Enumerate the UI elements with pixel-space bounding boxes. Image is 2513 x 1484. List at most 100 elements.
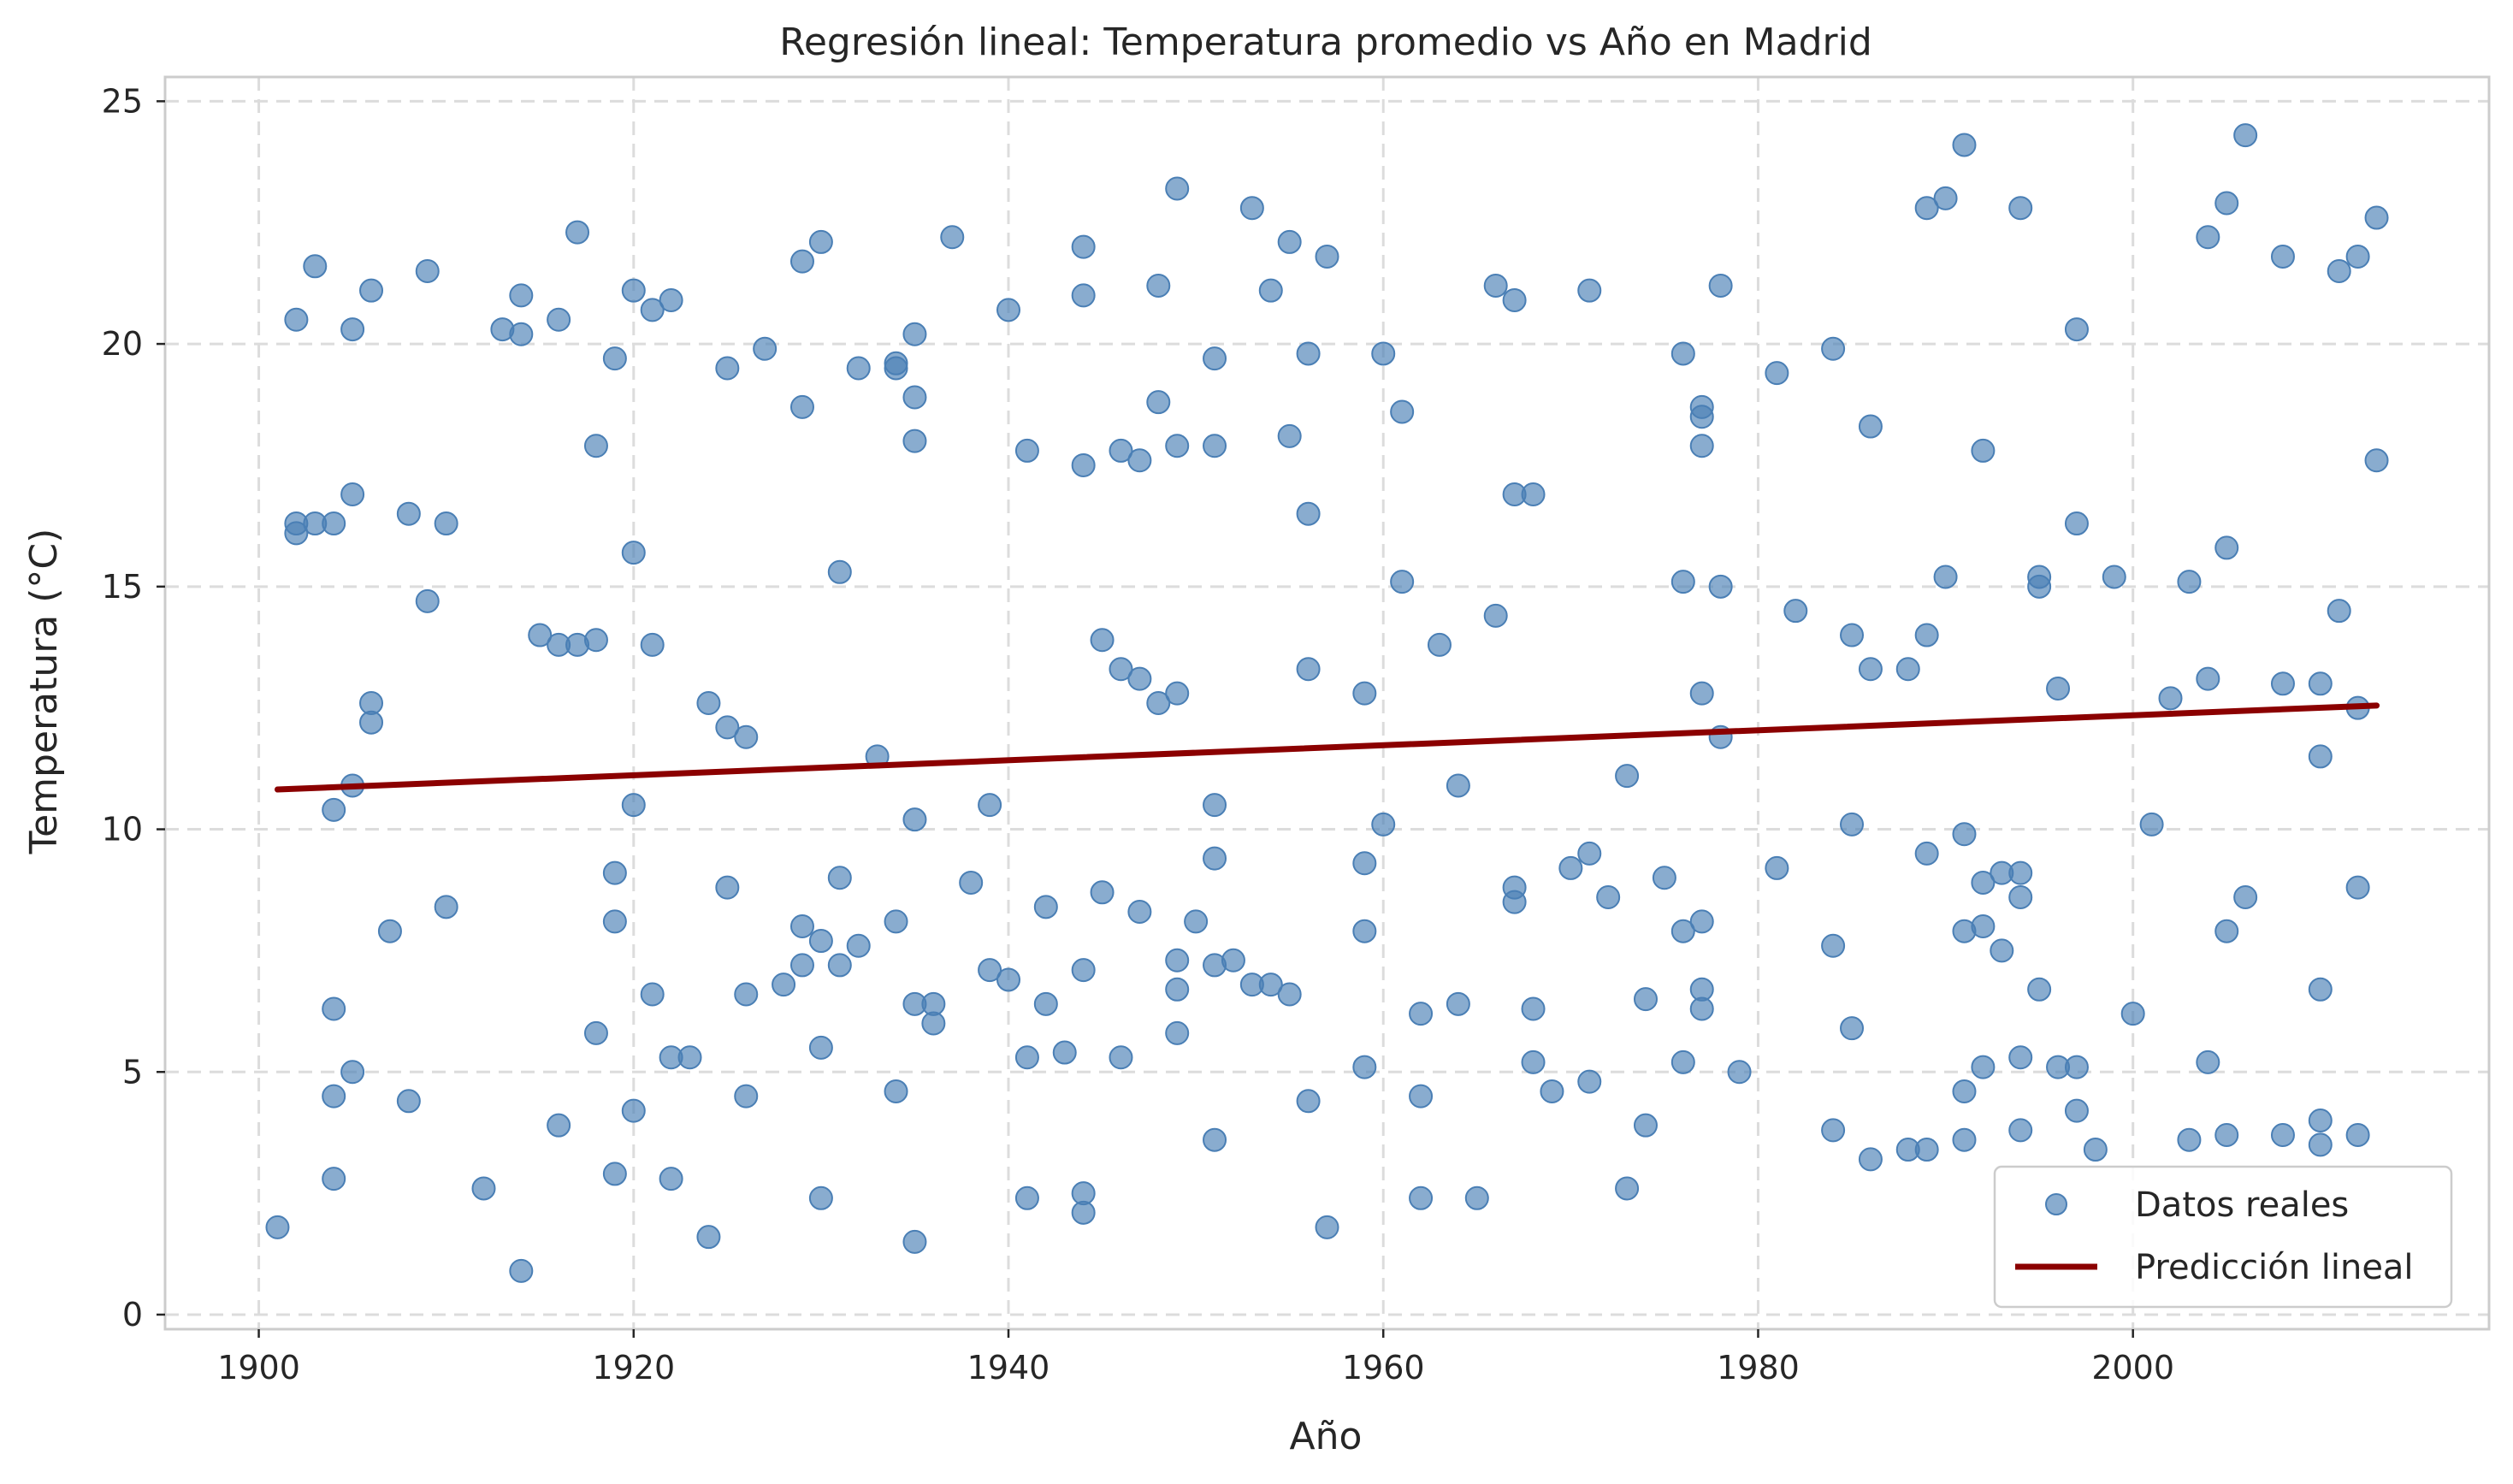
data-point — [1033, 895, 1058, 919]
regression-line-layer — [274, 702, 2380, 793]
data-point — [1914, 623, 1939, 647]
data-point — [1914, 196, 1939, 221]
data-point — [1014, 1185, 1039, 1210]
data-point — [1315, 244, 1339, 269]
data-point — [734, 1084, 759, 1109]
data-point — [396, 1089, 421, 1114]
data-point — [1952, 1079, 1977, 1103]
data-point — [2345, 1123, 2370, 1148]
data-point — [2308, 1132, 2333, 1157]
legend-scatter-marker — [2045, 1193, 2067, 1215]
data-point — [1615, 764, 1640, 789]
data-point — [2214, 535, 2239, 560]
data-point — [1109, 1045, 1133, 1070]
data-point — [322, 1167, 346, 1191]
data-point — [583, 1020, 608, 1045]
data-point — [902, 1229, 927, 1254]
data-point — [1821, 933, 1846, 958]
legend-label-line: Predicción lineal — [2135, 1248, 2414, 1287]
data-point — [1071, 452, 1096, 477]
data-point — [415, 258, 440, 283]
data-point — [2120, 1002, 2145, 1026]
data-point — [696, 1225, 721, 1250]
data-point — [621, 278, 646, 303]
data-point — [621, 793, 646, 818]
data-point — [1296, 1089, 1321, 1114]
data-point — [1840, 623, 1865, 647]
data-point — [2327, 599, 2351, 624]
data-point — [715, 715, 740, 740]
data-point — [1052, 1040, 1077, 1065]
data-point — [1296, 501, 1321, 526]
data-point — [1765, 361, 1789, 386]
y-axis-ticks: 0 5 10 15 20 25 — [102, 82, 165, 1333]
data-point — [2270, 1123, 2295, 1148]
data-point — [1558, 855, 1583, 880]
data-point — [677, 1045, 702, 1070]
data-point — [1203, 434, 1227, 458]
data-point — [322, 511, 346, 536]
data-point — [1952, 1127, 1977, 1152]
data-point — [1014, 438, 1039, 463]
data-point — [1371, 812, 1396, 837]
data-point — [1577, 278, 1602, 303]
data-point — [284, 521, 309, 546]
data-point — [359, 710, 384, 735]
data-point — [1689, 405, 1714, 429]
data-point — [565, 220, 590, 245]
data-point — [902, 322, 927, 346]
data-point — [1277, 982, 1302, 1007]
data-point — [640, 632, 665, 657]
data-point — [1409, 1084, 1434, 1109]
data-point — [1971, 870, 1996, 895]
data-point — [415, 588, 440, 613]
legend-box — [1993, 1165, 2453, 1309]
data-point — [734, 724, 759, 749]
data-point — [1258, 278, 1283, 303]
data-point — [1109, 657, 1133, 682]
data-point — [921, 1011, 946, 1036]
data-point — [2177, 570, 2202, 594]
data-point — [659, 288, 683, 313]
data-point — [322, 1084, 346, 1109]
y-tick-label: 20 — [102, 325, 143, 363]
data-point — [1127, 666, 1152, 691]
data-point — [2139, 812, 2164, 837]
data-point — [789, 914, 814, 939]
data-point — [2008, 1118, 2033, 1143]
data-point — [1765, 855, 1789, 880]
data-point — [1127, 900, 1152, 924]
data-point — [734, 982, 759, 1007]
data-point — [1277, 229, 1302, 254]
data-point — [2008, 196, 2033, 221]
data-point — [2308, 744, 2333, 769]
data-point — [1221, 948, 1245, 973]
data-point — [547, 1113, 571, 1138]
data-point — [1090, 628, 1115, 653]
data-point — [1446, 773, 1470, 798]
grid-lines — [165, 77, 2489, 1329]
data-point — [1146, 390, 1171, 415]
data-point — [808, 229, 833, 254]
y-tick-label: 0 — [122, 1296, 143, 1333]
data-point — [1670, 570, 1695, 594]
data-point — [2308, 977, 2333, 1002]
data-point — [1521, 996, 1546, 1021]
data-point — [827, 866, 852, 890]
data-point — [1071, 234, 1096, 259]
data-point — [583, 628, 608, 653]
data-point — [1165, 681, 1190, 706]
data-point — [1446, 991, 1470, 1016]
x-tick-label: 1920 — [592, 1349, 675, 1386]
data-point — [2364, 205, 2389, 230]
data-point — [1203, 793, 1227, 818]
data-point — [846, 933, 871, 958]
data-point — [884, 356, 908, 381]
data-point — [2177, 1127, 2202, 1152]
x-axis-label: Año — [1290, 1415, 1363, 1458]
data-point — [396, 501, 421, 526]
data-point — [1933, 565, 1958, 589]
data-point — [1971, 914, 1996, 939]
data-point — [377, 919, 402, 943]
data-point — [509, 1258, 534, 1283]
